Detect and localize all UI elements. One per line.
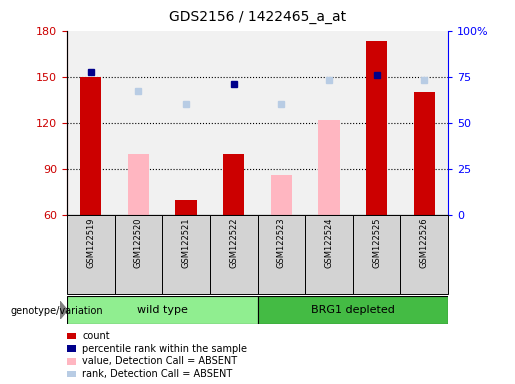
Text: count: count <box>82 331 110 341</box>
Text: percentile rank within the sample: percentile rank within the sample <box>82 344 247 354</box>
Bar <box>114 31 162 215</box>
Bar <box>162 31 210 215</box>
Bar <box>67 31 115 215</box>
Bar <box>162 215 210 294</box>
Text: GSM122526: GSM122526 <box>420 217 428 268</box>
Bar <box>114 215 162 294</box>
Bar <box>128 154 149 215</box>
Bar <box>223 154 245 215</box>
Text: GSM122519: GSM122519 <box>87 217 95 268</box>
Bar <box>305 215 353 294</box>
Text: wild type: wild type <box>137 305 187 315</box>
Bar <box>270 175 292 215</box>
Bar <box>414 92 435 215</box>
Text: GSM122522: GSM122522 <box>229 217 238 268</box>
Text: GSM122524: GSM122524 <box>324 217 333 268</box>
Bar <box>258 215 305 294</box>
Bar <box>175 200 197 215</box>
Text: value, Detection Call = ABSENT: value, Detection Call = ABSENT <box>82 356 237 366</box>
Text: genotype/variation: genotype/variation <box>10 306 103 316</box>
Bar <box>258 296 448 324</box>
Bar <box>401 215 448 294</box>
Bar <box>353 31 401 215</box>
Bar <box>67 215 115 294</box>
Text: GDS2156 / 1422465_a_at: GDS2156 / 1422465_a_at <box>169 10 346 23</box>
Bar <box>67 296 258 324</box>
Polygon shape <box>60 301 67 319</box>
Bar <box>353 215 401 294</box>
Bar <box>366 41 387 215</box>
Text: GSM122525: GSM122525 <box>372 217 381 268</box>
Bar <box>318 120 340 215</box>
Text: GSM122523: GSM122523 <box>277 217 286 268</box>
Text: rank, Detection Call = ABSENT: rank, Detection Call = ABSENT <box>82 369 233 379</box>
Bar <box>210 215 258 294</box>
Text: GSM122520: GSM122520 <box>134 217 143 268</box>
Bar <box>305 31 353 215</box>
Bar <box>80 77 101 215</box>
Bar <box>401 31 448 215</box>
Text: BRG1 depleted: BRG1 depleted <box>311 305 394 315</box>
Text: GSM122521: GSM122521 <box>182 217 191 268</box>
Bar <box>210 31 258 215</box>
Bar <box>258 31 305 215</box>
